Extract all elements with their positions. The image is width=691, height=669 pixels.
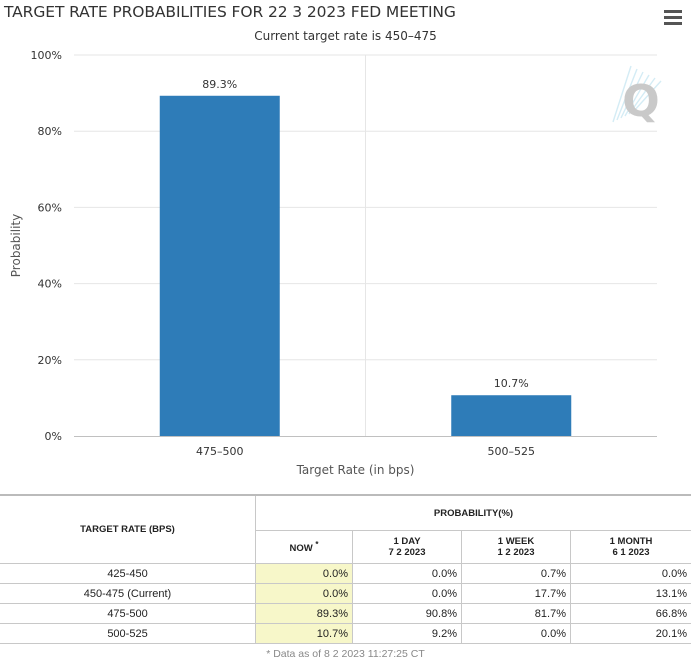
- month-cell: 66.8%: [570, 603, 691, 624]
- watermark-stripe: [624, 74, 650, 117]
- y-axis-title: Probability: [9, 214, 23, 277]
- y-tick-label: 80%: [38, 125, 62, 138]
- bar-data-label: 10.7%: [494, 377, 529, 390]
- probability-header: PROBABILITY(%): [255, 494, 691, 531]
- week-cell: 0.0%: [461, 623, 571, 644]
- watermark-stripe: [620, 71, 644, 119]
- week-cell: 81.7%: [461, 603, 571, 624]
- watermark-logo: Q: [622, 76, 659, 127]
- x-tick-label: 475–500: [196, 445, 244, 458]
- col-header-now: NOW *: [255, 530, 353, 564]
- y-tick-label: 20%: [38, 354, 62, 367]
- rate-cell: 425-450: [0, 563, 256, 584]
- now-cell: 10.7%: [255, 623, 353, 644]
- watermark-stripe: [628, 77, 656, 115]
- day-cell: 0.0%: [352, 563, 462, 584]
- day-cell: 0.0%: [352, 583, 462, 604]
- chart-subtitle: Current target rate is 450–475: [254, 29, 437, 43]
- table-row: 425-450 0.0% 0.0% 0.7% 0.0%: [0, 563, 691, 584]
- month-cell: 13.1%: [570, 583, 691, 604]
- month-cell: 0.0%: [570, 563, 691, 584]
- rate-cell: 475-500: [0, 603, 256, 624]
- now-cell: 89.3%: [255, 603, 353, 624]
- data-timestamp-note: * Data as of 8 2 2023 11:27:25 CT: [0, 643, 691, 663]
- bar: [159, 95, 280, 436]
- month-cell: 20.1%: [570, 623, 691, 644]
- rate-cell: 450-475 (Current): [0, 583, 256, 604]
- bar: [451, 395, 572, 436]
- col-header-1week: 1 WEEK 1 2 2023: [461, 530, 571, 564]
- week-cell: 0.7%: [461, 563, 571, 584]
- x-tick-label: 500–525: [488, 445, 536, 458]
- day-cell: 90.8%: [352, 603, 462, 624]
- table-row: 450-475 (Current) 0.0% 0.0% 17.7% 13.1%: [0, 583, 691, 604]
- hamburger-menu-icon[interactable]: [664, 10, 682, 26]
- y-tick-label: 100%: [31, 49, 62, 62]
- col-header-1day: 1 DAY 7 2 2023: [352, 530, 462, 564]
- now-cell: 0.0%: [255, 563, 353, 584]
- watermark-stripe: [616, 68, 638, 121]
- bar-chart: 0% 20% 40% 60% 80% 100% Q 89.3% 475–500 10.7% 500–…: [9, 49, 662, 477]
- rate-cell: 500-525: [0, 623, 256, 644]
- bar-data-label: 89.3%: [202, 78, 237, 91]
- watermark-stripe: [612, 65, 632, 123]
- y-tick-label: 40%: [38, 278, 62, 291]
- day-cell: 9.2%: [352, 623, 462, 644]
- week-cell: 17.7%: [461, 583, 571, 604]
- table-row: 500-525 10.7% 9.2% 0.0% 20.1%: [0, 623, 691, 644]
- rate-header: TARGET RATE (BPS): [0, 494, 256, 564]
- chart-title: TARGET RATE PROBABILITIES FOR 22 3 2023 …: [4, 3, 456, 21]
- x-axis-title: Target Rate (in bps): [296, 463, 415, 477]
- table-row: 475-500 89.3% 90.8% 81.7% 66.8%: [0, 603, 691, 624]
- watermark-stripe: [632, 80, 662, 113]
- y-tick-label: 60%: [38, 201, 62, 214]
- y-tick-label: 0%: [45, 430, 62, 443]
- now-cell: 0.0%: [255, 583, 353, 604]
- col-header-1month: 1 MONTH 6 1 2023: [570, 530, 691, 564]
- probability-table: TARGET RATE (BPS) PROBABILITY(%) NOW * 1…: [0, 494, 691, 663]
